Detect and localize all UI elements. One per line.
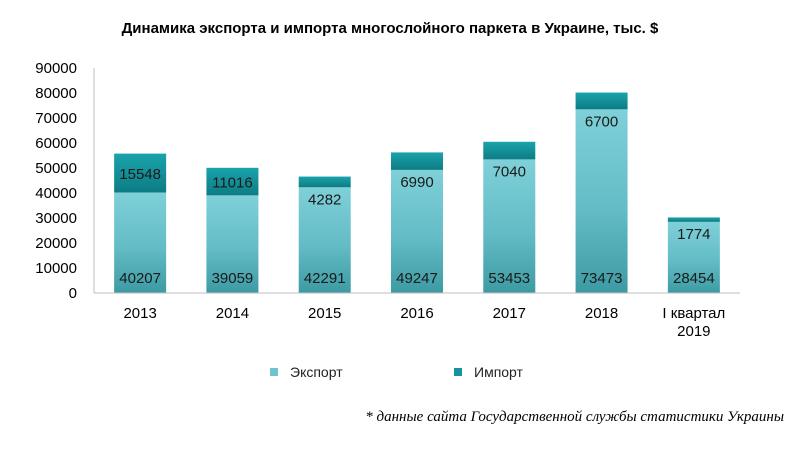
data-label-export: 40207 (119, 270, 161, 287)
data-label-import: 11016 (212, 175, 253, 192)
bar-import (391, 152, 443, 170)
chart-title: Динамика экспорта и импорта многослойног… (121, 20, 659, 37)
y-tick-label: 80000 (35, 85, 77, 102)
legend-label-import: Импорт (474, 364, 523, 380)
bar-export (206, 195, 259, 293)
y-tick-label: 70000 (35, 110, 77, 127)
data-label-export: 49247 (396, 270, 438, 287)
bar-export (298, 187, 351, 293)
x-tick-label: I квартал 2019 (662, 305, 725, 340)
y-tick-label: 90000 (35, 60, 77, 77)
bar-export (575, 109, 628, 293)
data-label-export: 73473 (581, 270, 623, 287)
y-tick-label: 60000 (35, 135, 77, 152)
x-tick-label: 2016 (400, 305, 433, 322)
footnote: * данные сайта Государственной службы ст… (365, 409, 784, 425)
data-label-import: 15548 (119, 166, 161, 183)
data-label-export: 39059 (212, 270, 254, 287)
y-axis-ticks: 0 10000 20000 30000 40000 50000 60000 70000 8000… (35, 60, 77, 302)
data-labels: 40207 15548 39059 11016 42291 4282 49247 6990 53… (119, 113, 714, 287)
bar-import (206, 167, 259, 196)
bar-export (483, 159, 536, 293)
bar-import (575, 92, 628, 110)
data-label-import: 1774 (677, 226, 710, 243)
legend-swatch-export (270, 368, 278, 376)
y-tick-label: 20000 (35, 235, 77, 252)
data-label-import: 4282 (308, 191, 341, 208)
y-tick-label: 50000 (35, 160, 77, 177)
bar-export (391, 169, 443, 293)
bar-export (667, 221, 720, 293)
bar-import (114, 153, 167, 193)
x-axis-labels: 2013 2014 2015 2016 2017 2018 I квартал 2019 (123, 305, 725, 340)
data-label-export: 42291 (304, 270, 346, 287)
data-label-import: 7040 (493, 163, 526, 180)
y-tick-label: 10000 (35, 260, 77, 277)
y-tick-label: 0 (69, 285, 77, 302)
legend-swatch-import (454, 368, 462, 376)
bar-import (667, 217, 720, 222)
bar-export (114, 192, 167, 293)
x-tick-label: 2014 (216, 305, 249, 322)
legend-label-export: Экспорт (290, 364, 343, 380)
y-tick-label: 40000 (35, 185, 77, 202)
bar-import (483, 141, 536, 160)
legend-item-import: Импорт (454, 362, 523, 382)
data-label-import: 6700 (585, 113, 618, 130)
legend-item-export: Экспорт (270, 362, 343, 382)
y-tick-label: 30000 (35, 210, 77, 227)
data-label-export: 28454 (673, 270, 715, 287)
bar-import (298, 176, 351, 188)
data-label-import: 6990 (400, 174, 433, 191)
data-label-export: 53453 (488, 270, 530, 287)
x-tick-label: 2013 (123, 305, 156, 322)
x-tick-label: 2017 (493, 305, 526, 322)
x-tick-label: 2015 (308, 305, 341, 322)
x-tick-label: 2018 (585, 305, 618, 322)
bars-group (114, 92, 720, 293)
